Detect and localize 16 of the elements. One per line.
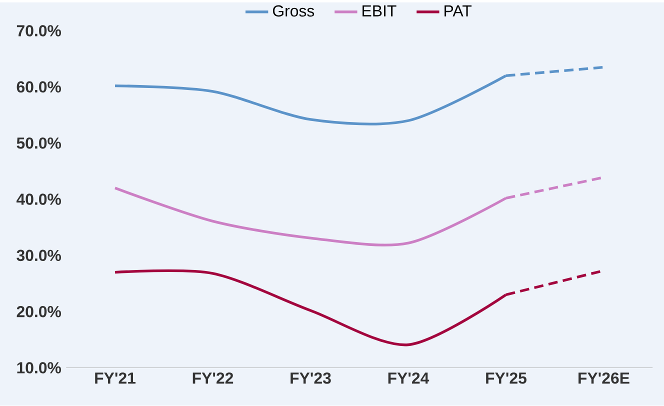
y-tick-label: 30.0%: [16, 250, 62, 262]
legend-label: EBIT: [362, 6, 396, 17]
x-tick-label: FY'25: [486, 372, 526, 384]
x-tick-label: FY'24: [388, 372, 430, 384]
y-tick-label: 40.0%: [16, 194, 62, 206]
x-tick-label: FY'23: [290, 372, 331, 384]
legend-label: PAT: [444, 6, 472, 17]
y-tick-label: 70.0%: [16, 25, 62, 37]
y-tick-label: 10.0%: [17, 362, 62, 374]
x-tick-label: FY'22: [192, 372, 234, 384]
y-tick-label: 20.0%: [16, 306, 62, 318]
x-tick-label: FY'26E: [578, 372, 630, 384]
x-tick-label: FY'21: [95, 372, 136, 384]
y-tick-label: 50.0%: [16, 138, 62, 149]
y-tick-label: 60.0%: [16, 81, 62, 93]
legend-label: Gross: [272, 6, 314, 17]
